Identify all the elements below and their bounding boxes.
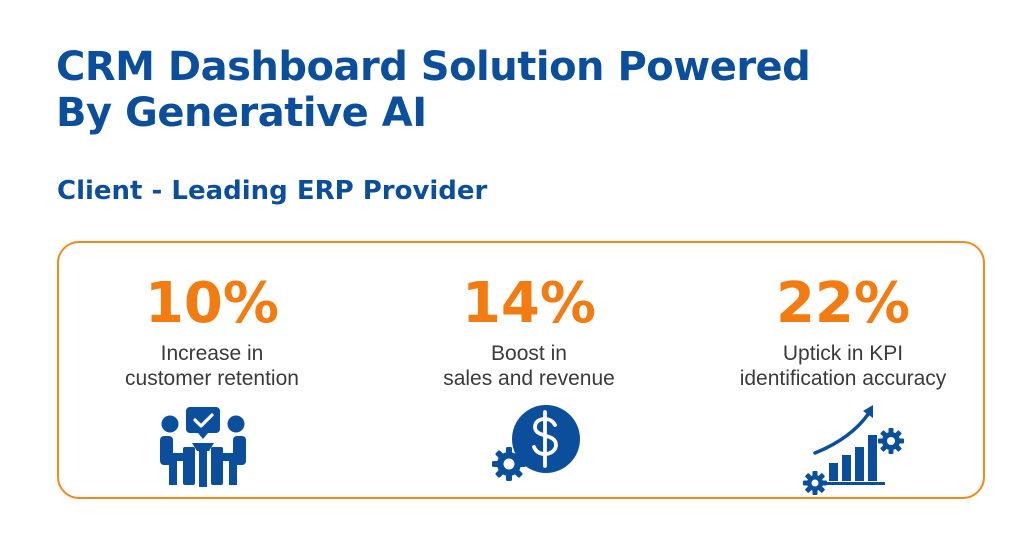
growth-chart-gears-icon (803, 405, 904, 495)
dollar-gear-icon (492, 405, 580, 481)
stat-description-line-2: sales and revenue (443, 367, 615, 390)
stat-value: 14% (461, 271, 597, 336)
stat-kpi: 22% Uptick in KPI identification accurac… (693, 271, 993, 391)
page-title: CRM Dashboard Solution Powered By Genera… (56, 44, 811, 136)
stats-panel: 10% Increase in customer retention 14% B… (57, 241, 985, 499)
stat-description-line-1: Boost in (491, 342, 567, 365)
stat-sales: 14% Boost in sales and revenue (379, 271, 679, 391)
stat-value: 10% (144, 271, 280, 336)
stat-description-line-1: Uptick in KPI (782, 342, 904, 365)
title-line-2: By Generative AI (56, 90, 427, 136)
stat-description: Uptick in KPI identification accuracy (693, 341, 993, 391)
client-subtitle: Client - Leading ERP Provider (57, 176, 488, 206)
stat-value: 22% (775, 271, 911, 336)
stat-description-line-2: identification accuracy (739, 367, 947, 390)
stat-description: Boost in sales and revenue (379, 341, 679, 391)
stat-description-line-1: Increase in (160, 342, 264, 365)
stat-description-line-2: customer retention (125, 367, 299, 390)
stat-description: Increase in customer retention (62, 341, 362, 391)
stat-retention: 10% Increase in customer retention (62, 271, 362, 391)
title-line-1: CRM Dashboard Solution Powered (56, 44, 811, 90)
team-meeting-check-icon (160, 407, 246, 487)
